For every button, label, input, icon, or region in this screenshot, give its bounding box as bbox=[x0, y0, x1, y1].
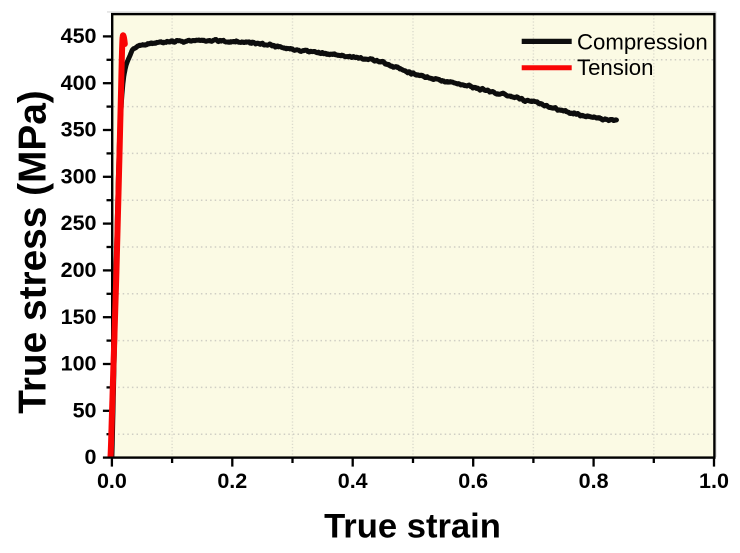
svg-text:350: 350 bbox=[61, 118, 97, 142]
svg-text:Tension: Tension bbox=[577, 55, 653, 80]
svg-text:Compression: Compression bbox=[577, 30, 708, 55]
svg-text:0.0: 0.0 bbox=[97, 469, 127, 493]
svg-text:200: 200 bbox=[61, 258, 97, 282]
svg-text:250: 250 bbox=[61, 211, 97, 235]
svg-text:True stress (MPa): True stress (MPa) bbox=[12, 90, 55, 413]
svg-text:100: 100 bbox=[61, 352, 97, 376]
svg-text:150: 150 bbox=[61, 305, 97, 329]
svg-text:0.8: 0.8 bbox=[579, 469, 609, 493]
svg-text:0: 0 bbox=[85, 445, 97, 469]
svg-text:0.6: 0.6 bbox=[458, 469, 488, 493]
svg-text:400: 400 bbox=[61, 71, 97, 95]
svg-text:300: 300 bbox=[61, 164, 97, 188]
svg-text:50: 50 bbox=[73, 398, 97, 422]
svg-text:True strain: True strain bbox=[324, 508, 501, 546]
svg-text:0.4: 0.4 bbox=[338, 469, 368, 493]
svg-text:450: 450 bbox=[61, 24, 97, 48]
svg-text:1.0: 1.0 bbox=[699, 469, 729, 493]
svg-text:0.2: 0.2 bbox=[217, 469, 247, 493]
